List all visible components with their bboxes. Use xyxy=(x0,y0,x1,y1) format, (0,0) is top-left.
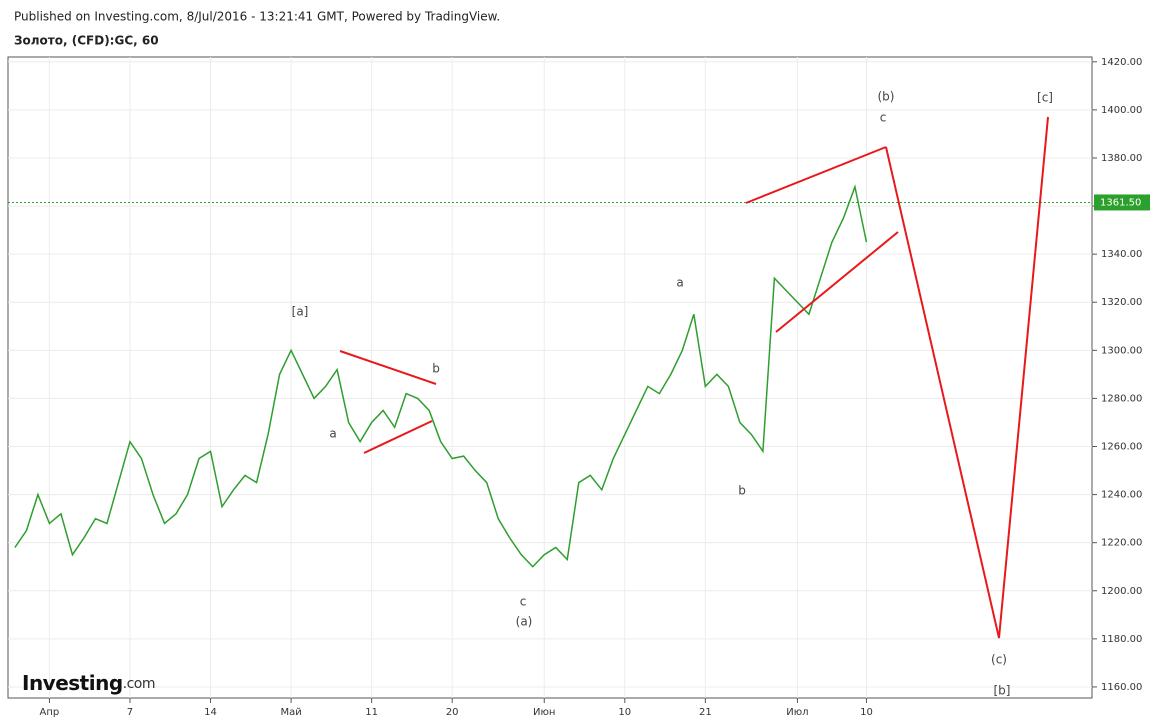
y-tick-label: 1200.00 xyxy=(1101,586,1142,597)
wave-label: [c] xyxy=(1037,91,1053,105)
x-tick-label: 11 xyxy=(365,707,378,718)
wave-label: c xyxy=(520,595,527,609)
current-price-box xyxy=(1094,194,1150,211)
y-tick-label: 1380.00 xyxy=(1101,153,1142,164)
wave-label: b xyxy=(738,484,746,498)
y-tick-label: 1300.00 xyxy=(1101,345,1142,356)
logo: Investing.com xyxy=(22,671,155,695)
wave-label: [a] xyxy=(292,305,309,319)
x-tick-label: Июн xyxy=(533,707,555,718)
logo-suffix: .com xyxy=(123,676,155,692)
x-tick-label: 20 xyxy=(446,707,459,718)
x-tick-label: Май xyxy=(280,707,301,718)
y-tick-label: 1260.00 xyxy=(1101,442,1142,453)
y-tick-label: 1340.00 xyxy=(1101,249,1142,260)
published-note: Published on Investing.com, 8/Jul/2016 -… xyxy=(14,10,500,24)
wave-label: b xyxy=(432,362,440,376)
wave-label: (a) xyxy=(516,615,533,629)
x-tick-label: 7 xyxy=(127,707,133,718)
wave-label: (b) xyxy=(878,90,895,104)
x-tick-label: Июл xyxy=(786,707,808,718)
x-tick-label: Апр xyxy=(40,707,60,718)
y-tick-label: 1320.00 xyxy=(1101,297,1142,308)
price-line xyxy=(14,184,868,568)
x-tick-label: 21 xyxy=(699,707,712,718)
wave-label: a xyxy=(676,276,683,290)
y-tick-label: 1400.00 xyxy=(1101,105,1142,116)
wave-label: [b] xyxy=(994,684,1011,698)
wave-label: (c) xyxy=(991,653,1007,667)
wave-label: a xyxy=(329,427,336,441)
symbol-title: Золото, (CFD):GC, 60 xyxy=(14,34,159,48)
x-tick-label: 10 xyxy=(860,707,873,718)
wave-label: c xyxy=(880,111,887,125)
current-price-label: 1361.50 xyxy=(1100,197,1141,208)
logo-brand: Investing xyxy=(22,671,123,695)
y-tick-label: 1180.00 xyxy=(1101,634,1142,645)
plot-frame xyxy=(7,56,1093,699)
wave-drawings xyxy=(339,116,1049,639)
y-tick-label: 1160.00 xyxy=(1101,682,1142,693)
x-tick-label: 10 xyxy=(618,707,631,718)
y-tick-label: 1220.00 xyxy=(1101,538,1142,549)
y-tick-label: 1240.00 xyxy=(1101,490,1142,501)
y-tick-label: 1420.00 xyxy=(1101,57,1142,68)
y-tick-label: 1280.00 xyxy=(1101,393,1142,404)
x-tick-label: 14 xyxy=(204,707,217,718)
